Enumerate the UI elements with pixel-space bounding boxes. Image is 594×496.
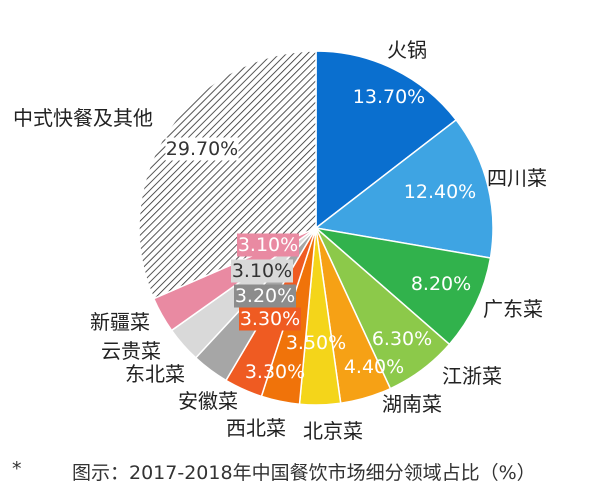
label-background: [234, 284, 296, 308]
label-background: [165, 137, 239, 161]
slice-percent-label: 3.30%: [245, 361, 305, 383]
label-background: [231, 259, 293, 283]
slice-category-label: 江浙菜: [442, 364, 502, 388]
percent-labels: 13.70%12.40%8.20%6.30%4.40%3.50%3.30%3.3…: [165, 86, 476, 383]
slice-category-label: 云贵菜: [101, 339, 161, 363]
caption-text: 图示：2017-2018年中国餐饮市场细分领域占比（%）: [72, 462, 536, 484]
slice-percent-label: 6.30%: [372, 328, 432, 350]
slice-percent-label: 12.40%: [404, 181, 476, 203]
pie-slice: [313, 226, 492, 346]
slice-percent-label: 29.70%: [166, 138, 238, 160]
label-background: [239, 307, 301, 331]
slice-category-label: 北京菜: [303, 419, 363, 443]
slice-category-label: 中式快餐及其他: [13, 106, 153, 130]
slice-percent-label: 3.10%: [232, 260, 292, 282]
slice-category-label: 火锅: [387, 38, 427, 62]
slice-category-label: 安徽菜: [178, 389, 238, 413]
slice-percent-label: 4.40%: [344, 356, 404, 378]
slice-category-label: 四川菜: [487, 166, 547, 190]
pie-slice: [315, 50, 458, 230]
slice-category-label: 东北菜: [125, 362, 185, 386]
slice-category-label: 湖南菜: [382, 392, 442, 416]
slice-percent-label: 3.10%: [238, 234, 298, 256]
slice-category-label: 新疆菜: [90, 310, 150, 334]
pie-slice: [314, 118, 494, 259]
slice-percent-label: 13.70%: [353, 86, 425, 108]
caption-marker: *: [12, 458, 22, 480]
slice-percent-label: 8.20%: [411, 273, 471, 295]
slice-category-label: 西北菜: [226, 416, 286, 440]
label-background: [237, 233, 299, 257]
slice-percent-label: 3.20%: [235, 285, 295, 307]
slice-percent-label: 3.50%: [286, 332, 346, 354]
slice-category-label: 广东菜: [483, 297, 543, 321]
slice-percent-label: 3.30%: [240, 308, 300, 330]
figure-caption: * 图示：2017-2018年中国餐饮市场细分领域占比（%）: [6, 458, 594, 488]
